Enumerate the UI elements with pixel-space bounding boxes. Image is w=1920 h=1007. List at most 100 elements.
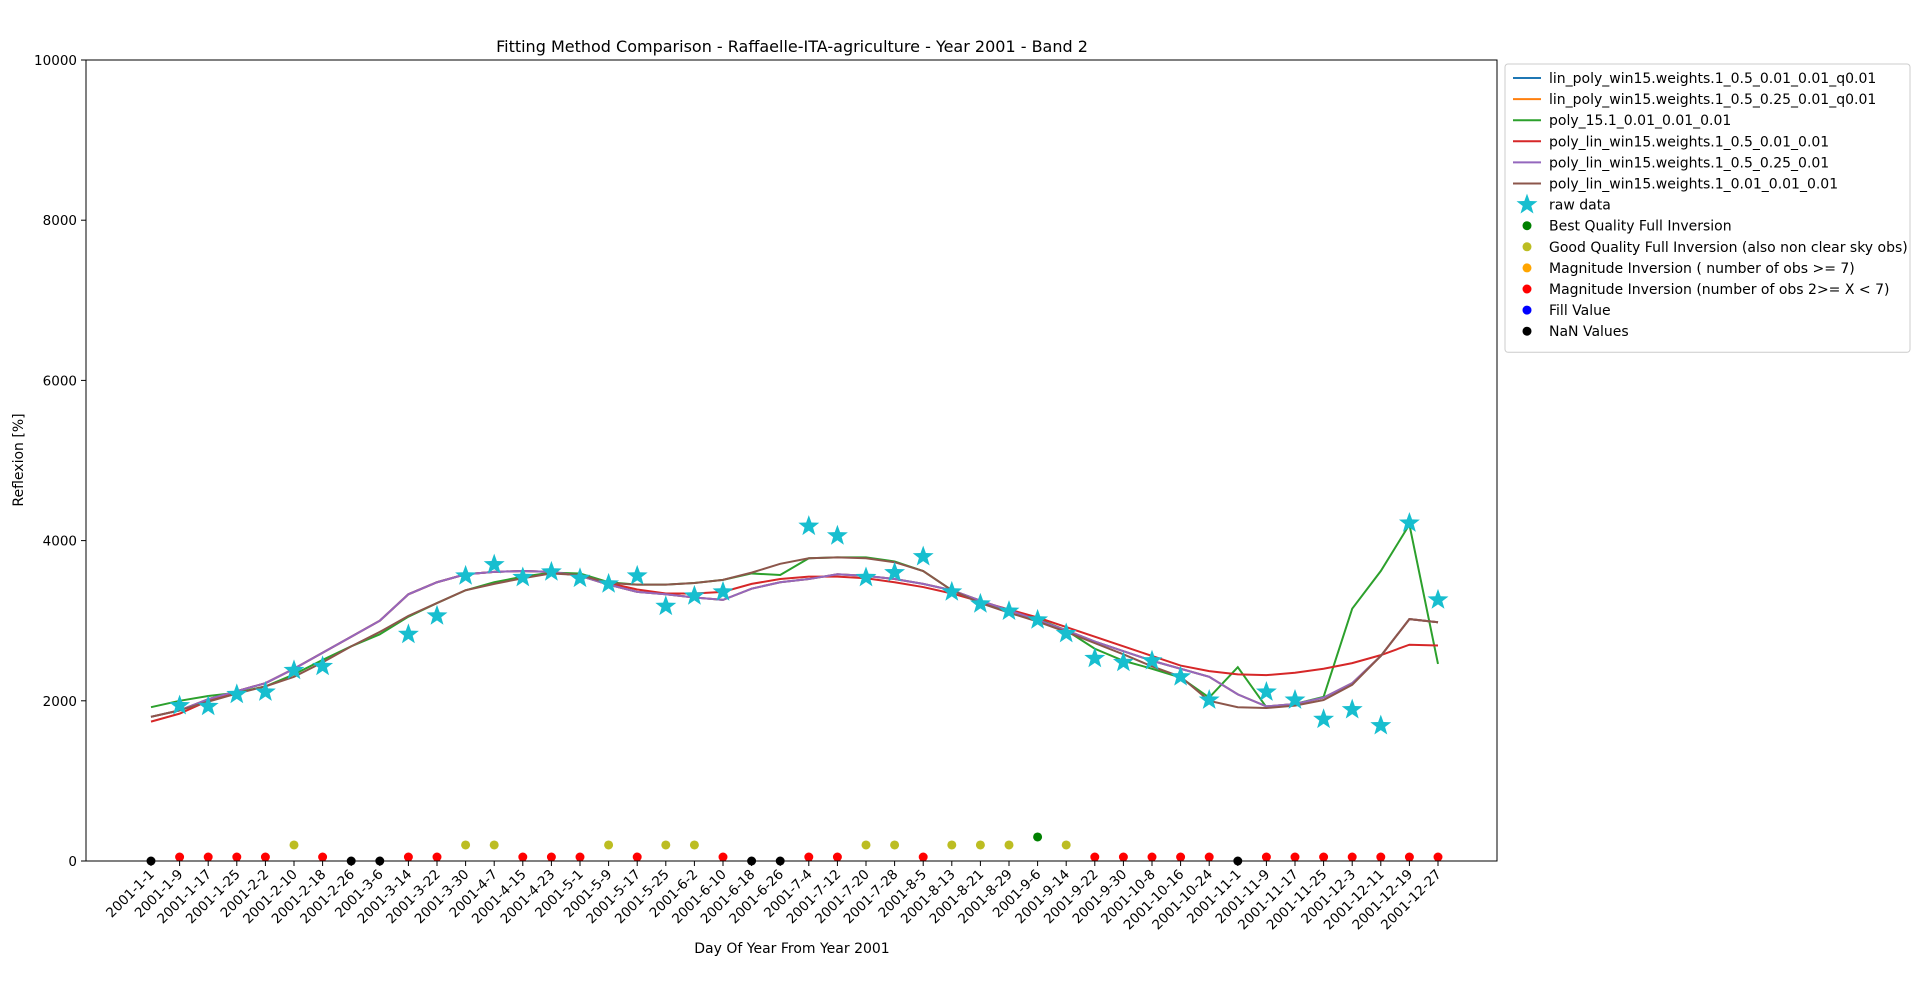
legend-item: poly_15.1_0.01_0.01_0.01 [1513,113,1731,129]
series-line [150,570,1439,718]
quality-point [661,840,671,850]
plot-area [146,511,1449,866]
raw-data-point [912,545,934,566]
raw-data-point [712,580,734,601]
raw-data-point [426,604,448,625]
quality-point [432,852,442,862]
quality-point [546,852,556,862]
quality-point [1404,852,1414,862]
y-tick-label: 2000 [43,694,77,710]
legend-label: poly_lin_win15.weights.1_0.5_0.01_0.01 [1549,134,1829,150]
raw-data-point [798,515,820,536]
quality-point [947,840,957,850]
legend-label: poly_lin_win15.weights.1_0.01_0.01_0.01 [1549,177,1838,193]
quality-point [1004,840,1014,850]
raw-data-point [1141,649,1163,670]
quality-point [575,852,585,862]
raw-data-point [1398,511,1420,532]
quality-point [232,852,242,862]
raw-data-point [397,623,419,644]
quality-point [1290,852,1300,862]
legend-item: Best Quality Full Inversion [1522,219,1732,235]
raw-data-point [655,595,677,616]
raw-data-point [826,524,848,545]
raw-data-point [540,560,562,581]
quality-point [1347,852,1357,862]
raw-data-point [569,567,591,588]
legend-box [1504,63,1911,353]
legend-item: poly_lin_win15.weights.1_0.5_0.25_0.01 [1513,155,1829,171]
legend-label: Magnitude Inversion ( number of obs >= 7… [1549,261,1855,277]
quality-point [1376,852,1386,862]
quality-point [1176,852,1186,862]
quality-point [718,852,728,862]
raw-data-point [512,566,534,587]
legend-label: NaN Values [1549,324,1629,340]
raw-data-point [1112,651,1134,672]
quality-point [461,840,471,850]
raw-data-point [254,680,276,701]
legend-dot [1522,263,1532,273]
legend: lin_poly_win15.weights.1_0.5_0.01_0.01_q… [1504,63,1911,353]
quality-point [1118,852,1128,862]
legend-label: lin_poly_win15.weights.1_0.5_0.25_0.01_q… [1549,92,1876,108]
series-5 [150,556,1439,718]
raw-data-point [1427,588,1449,609]
legend-dot [1522,326,1532,336]
chart-title: Fitting Method Comparison - Raffaelle-IT… [496,37,1088,56]
series-2 [150,521,1439,709]
y-tick-label: 0 [68,854,77,870]
legend-label: Fill Value [1549,303,1611,319]
raw-data-point [998,600,1020,620]
quality-point [861,840,871,850]
x-axis-label: Day Of Year From Year 2001 [694,941,889,957]
quality-point [175,852,185,862]
series-4 [150,570,1439,718]
y-tick-label: 8000 [43,213,77,229]
series-line [150,556,1439,718]
legend-label: lin_poly_win15.weights.1_0.5_0.01_0.01_q… [1549,71,1876,87]
legend-label: Best Quality Full Inversion [1549,219,1732,235]
raw-data-point [197,695,219,716]
quality-point [403,852,413,862]
raw-data-point [1341,698,1363,719]
legend-item: lin_poly_win15.weights.1_0.5_0.01_0.01_q… [1513,71,1876,87]
quality-point [1061,840,1071,850]
quality-point [804,852,814,862]
y-axis: 0 2000 4000 6000 8000 10000 [34,53,86,870]
legend-dot [1522,284,1532,294]
quality-point [518,852,528,862]
quality-point [1204,852,1214,862]
series-10 [175,852,1443,862]
legend-label: Magnitude Inversion (number of obs 2>= X… [1549,282,1889,298]
legend-dot [1522,242,1532,252]
raw-data-point [1084,647,1106,668]
y-tick-label: 4000 [43,534,77,550]
raw-data-point [1255,680,1277,701]
quality-point [1090,852,1100,862]
legend-item: poly_lin_win15.weights.1_0.01_0.01_0.01 [1513,177,1838,193]
legend-item: Magnitude Inversion ( number of obs >= 7… [1522,261,1855,277]
legend-star [1516,193,1538,214]
y-tick-label: 10000 [34,53,77,69]
legend-item: lin_poly_win15.weights.1_0.5_0.25_0.01_q… [1513,92,1876,108]
quality-point [1147,852,1157,862]
raw-data-point [1027,608,1049,629]
raw-data-point [312,655,334,676]
raw-data-point [598,572,620,593]
quality-point [289,840,299,850]
raw-data-point [969,592,991,613]
quality-point [318,852,328,862]
legend-label: poly_15.1_0.01_0.01_0.01 [1549,113,1731,129]
legend-dot [1522,221,1532,231]
quality-point [1433,852,1443,862]
quality-point [975,840,985,850]
quality-point [260,852,270,862]
series-line [150,521,1439,709]
axes-frame [85,59,1498,862]
y-tick-label: 6000 [43,373,77,389]
raw-data-point [483,553,505,574]
raw-data-point [455,564,477,585]
legend-label: Good Quality Full Inversion (also non cl… [1549,240,1908,256]
